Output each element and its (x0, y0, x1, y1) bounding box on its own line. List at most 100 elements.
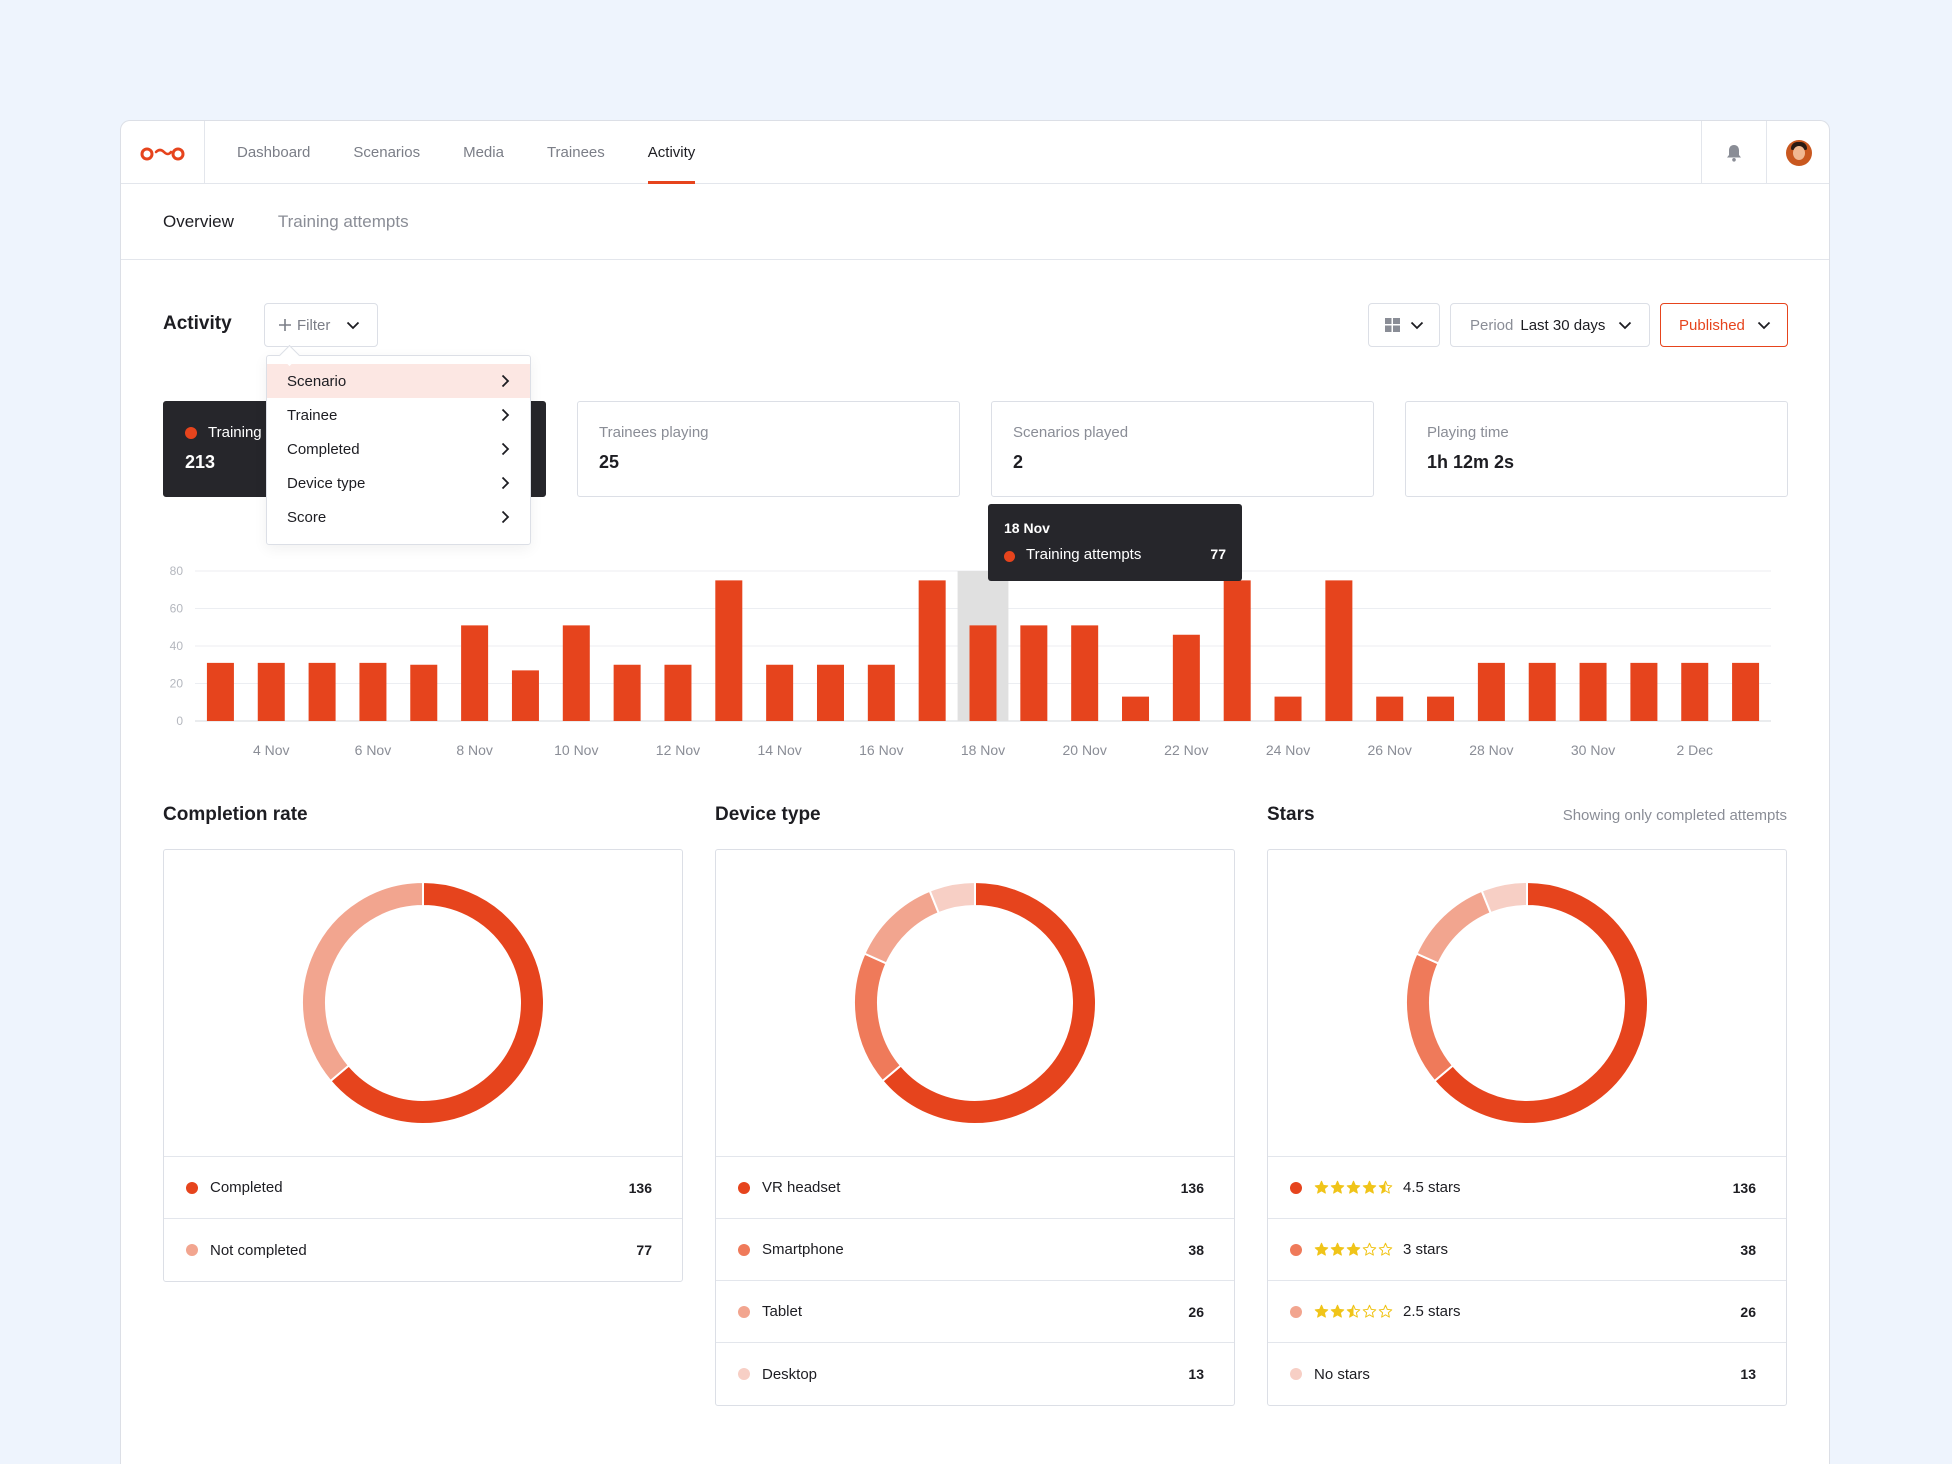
user-menu[interactable] (1766, 121, 1829, 184)
bar[interactable] (1325, 580, 1353, 721)
bar[interactable] (969, 625, 997, 721)
bar[interactable] (1274, 696, 1302, 721)
donut-segment[interactable] (329, 880, 545, 1125)
star-icon (1330, 1242, 1345, 1256)
nav-media[interactable]: Media (463, 144, 504, 161)
donut-segment[interactable] (1415, 889, 1493, 965)
bar[interactable] (816, 664, 844, 721)
stat-card-playing-time[interactable]: Playing time 1h 12m 2s (1405, 401, 1788, 497)
bar[interactable] (308, 662, 336, 721)
bar[interactable] (1630, 662, 1658, 721)
legend-row[interactable]: 3 stars 38 (1268, 1219, 1786, 1281)
legend-dot (738, 1243, 750, 1256)
logo[interactable] (121, 121, 205, 184)
avatar[interactable] (1786, 139, 1812, 166)
legend-label-group: 4.5 stars (1314, 1179, 1733, 1196)
bar[interactable] (1477, 662, 1505, 721)
bar[interactable] (359, 662, 387, 721)
period-select[interactable]: Period Last 30 days (1450, 303, 1650, 347)
bar[interactable] (1681, 662, 1709, 721)
donut-segment[interactable] (928, 880, 976, 915)
status-select[interactable]: Published (1660, 303, 1788, 347)
legend-label: Desktop (762, 1365, 818, 1383)
bar[interactable] (1223, 580, 1251, 721)
legend-row[interactable]: Tablet 26 (716, 1281, 1234, 1343)
filter-button[interactable]: Filter (264, 303, 378, 347)
device-type-title: Device type (715, 804, 821, 825)
device-panel: VR headset 136 Smartphone 38 Tablet 26 Desktop… (715, 849, 1235, 1406)
stat-value: 1h 12m 2s (1427, 452, 1515, 472)
legend-list: 4.5 stars 136 3 stars 38 2.5 stars 26 No stars… (1268, 1157, 1786, 1405)
bar[interactable] (867, 664, 895, 721)
sub-navigation: Overview Training attempts (121, 184, 1829, 260)
filter-option-score[interactable]: Score (267, 500, 530, 534)
donut-segment[interactable] (1480, 880, 1528, 915)
bar[interactable] (1172, 634, 1200, 721)
stat-card-scenarios[interactable]: Scenarios played 2 (991, 401, 1374, 497)
nav-activity[interactable]: Activity (647, 121, 695, 184)
legend-row[interactable]: Completed 136 (164, 1157, 682, 1219)
legend-row[interactable]: 4.5 stars 136 (1268, 1157, 1786, 1219)
bar[interactable] (1579, 662, 1607, 721)
bar[interactable] (664, 664, 692, 721)
stat-card-trainees[interactable]: Trainees playing 25 (577, 401, 960, 497)
star-icon (1362, 1180, 1377, 1194)
completion-panel: Completed 136 Not completed 77 (163, 849, 683, 1282)
filter-option-scenario[interactable]: Scenario (267, 364, 530, 398)
notifications-button[interactable] (1701, 121, 1766, 184)
chevron-down-icon (1619, 321, 1632, 329)
bar[interactable] (1427, 696, 1455, 721)
star-icon (1378, 1242, 1393, 1256)
bar[interactable] (206, 662, 234, 721)
donut-segment[interactable] (301, 880, 424, 1083)
activity-bar-chart: 0 20 40 60 80 4 Nov 6 Nov 8 Nov 10 Nov 12 Nov 14 N… (170, 564, 1771, 758)
bar[interactable] (613, 664, 641, 721)
donut-segment[interactable] (853, 952, 903, 1083)
legend-row[interactable]: VR headset 136 (716, 1157, 1234, 1219)
x-tick-label: 16 Nov (859, 742, 903, 758)
legend-value: 13 (1740, 1366, 1756, 1382)
bar[interactable] (766, 664, 794, 721)
legend-dot (738, 1368, 750, 1380)
main-nav: Dashboard Scenarios Media Trainees Activ… (237, 121, 695, 184)
bar[interactable] (511, 670, 539, 721)
nav-trainees[interactable]: Trainees (546, 144, 605, 161)
bar[interactable] (1732, 662, 1760, 721)
bar[interactable] (257, 662, 285, 721)
star-icon (1314, 1304, 1329, 1318)
view-toggle-button[interactable] (1368, 303, 1440, 347)
option-label: Scenario (287, 372, 347, 390)
bar[interactable] (1376, 696, 1404, 721)
nav-scenarios[interactable]: Scenarios (353, 144, 421, 161)
bar[interactable] (562, 625, 590, 721)
filter-option-completed[interactable]: Completed (267, 432, 530, 466)
legend-dot (738, 1181, 750, 1194)
filter-option-device-type[interactable]: Device type (267, 466, 530, 500)
filter-option-trainee[interactable]: Trainee (267, 398, 530, 432)
donut-segment[interactable] (863, 889, 941, 965)
bar[interactable] (1071, 625, 1099, 721)
legend-label: Completed (210, 1179, 283, 1196)
legend-row[interactable]: 2.5 stars 26 (1268, 1281, 1786, 1343)
stars-donut (1268, 850, 1786, 1157)
bar[interactable] (1528, 662, 1556, 721)
bar[interactable] (918, 580, 946, 721)
bar[interactable] (1122, 696, 1150, 721)
tab-overview[interactable]: Overview (163, 211, 234, 231)
legend-row[interactable]: Desktop 13 (716, 1343, 1234, 1405)
donut-segment[interactable] (881, 880, 1097, 1125)
x-tick-label: 14 Nov (757, 742, 801, 758)
legend-row[interactable]: No stars 13 (1268, 1343, 1786, 1405)
tab-training-attempts[interactable]: Training attempts (277, 211, 409, 231)
donut-segment[interactable] (1405, 952, 1455, 1083)
nav-dashboard[interactable]: Dashboard (237, 144, 311, 161)
donut-segment[interactable] (1433, 880, 1649, 1125)
legend-row[interactable]: Not completed 77 (164, 1219, 682, 1281)
legend-row[interactable]: Smartphone 38 (716, 1219, 1234, 1281)
bar[interactable] (1020, 625, 1048, 721)
x-tick-label: 24 Nov (1266, 742, 1310, 758)
bar[interactable] (461, 625, 489, 721)
chevron-right-icon (501, 442, 510, 456)
bar[interactable] (715, 580, 743, 721)
bar[interactable] (410, 664, 438, 721)
